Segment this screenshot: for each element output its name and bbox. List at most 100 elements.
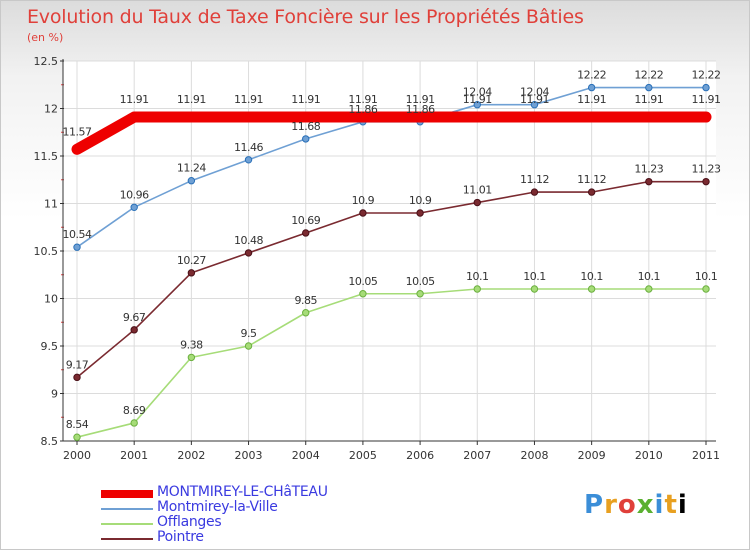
data-point-1	[73, 243, 81, 251]
data-point-1	[473, 101, 481, 109]
data-label-2: 8.69	[123, 404, 146, 417]
data-point-1	[645, 83, 653, 92]
data-point-3	[587, 188, 596, 196]
x-tick-label: 2009	[578, 449, 606, 462]
data-label-3: 11.12	[577, 173, 606, 186]
data-label-2: 10.1	[638, 270, 661, 283]
data-point-2	[530, 285, 539, 293]
data-label-2: 9.85	[294, 294, 317, 307]
x-tick-label: 2006	[406, 449, 434, 462]
data-point-3	[244, 249, 253, 257]
chart-title: Evolution du Taux de Taxe Foncière sur l…	[27, 6, 584, 28]
data-point-3	[130, 326, 138, 334]
data-label-1: 11.46	[234, 141, 263, 154]
data-label-1: 10.54	[63, 228, 92, 241]
data-label-2: 10.1	[523, 270, 546, 283]
x-tick-label: 2010	[635, 449, 663, 462]
data-label-0: 11.91	[348, 93, 377, 106]
x-tick-label: 2001	[120, 449, 148, 462]
x-tick-label: 2011	[692, 449, 720, 462]
legend-label: Pointre	[157, 529, 204, 545]
data-point-2	[244, 342, 253, 350]
data-point-3	[359, 209, 367, 217]
data-label-2: 9.38	[180, 338, 203, 351]
data-label-1: 11.86	[406, 103, 435, 116]
y-tick-label: 9	[51, 388, 58, 401]
data-point-3	[302, 229, 310, 237]
data-point-2	[359, 290, 367, 298]
data-label-1: 11.24	[177, 162, 206, 175]
data-point-3	[530, 188, 539, 196]
data-label-3: 10.9	[409, 194, 432, 207]
data-label-3: 9.67	[123, 311, 146, 324]
data-point-2	[587, 285, 596, 293]
data-point-2	[702, 285, 710, 293]
legend-swatch	[101, 523, 153, 525]
data-point-3	[187, 269, 196, 277]
data-point-2	[187, 353, 196, 362]
data-label-2: 10.1	[695, 270, 718, 283]
y-tick-label: 11.5	[34, 150, 59, 163]
data-label-3: 9.17	[66, 358, 89, 371]
data-point-1	[187, 177, 196, 185]
data-label-3: 10.9	[352, 194, 375, 207]
data-point-3	[473, 198, 481, 207]
data-label-3: 10.27	[177, 254, 206, 267]
data-label-1: 10.96	[120, 188, 149, 201]
data-label-0: 11.57	[63, 125, 92, 138]
data-label-0: 11.91	[120, 93, 149, 106]
data-label-0: 11.91	[634, 93, 663, 106]
data-label-1: 12.22	[577, 69, 606, 82]
data-label-1: 12.22	[692, 69, 721, 82]
x-tick-label: 2007	[463, 449, 491, 462]
data-label-1: 11.86	[348, 103, 377, 116]
y-tick-label: 12	[44, 103, 58, 116]
data-point-2	[302, 309, 310, 317]
data-point-2	[473, 285, 481, 293]
data-point-3	[73, 373, 81, 382]
data-label-3: 11.01	[463, 184, 492, 197]
data-label-2: 10.05	[348, 275, 377, 288]
data-label-3: 11.12	[520, 173, 549, 186]
series-line-3	[76, 180, 707, 379]
y-tick-label: 10	[44, 293, 58, 306]
data-point-2	[416, 290, 424, 298]
data-label-0: 11.91	[177, 93, 206, 106]
data-label-2: 10.1	[466, 270, 489, 283]
y-tick-label: 10.5	[34, 245, 59, 258]
x-tick-label: 2000	[63, 449, 91, 462]
x-tick-label: 2004	[292, 449, 320, 462]
x-tick-label: 2008	[520, 449, 548, 462]
x-tick-label: 2002	[177, 449, 205, 462]
y-tick-label: 8.5	[41, 435, 59, 448]
data-point-2	[130, 419, 138, 427]
series-line-2	[76, 288, 707, 439]
data-label-0: 11.91	[463, 93, 492, 106]
data-label-3: 10.69	[291, 214, 320, 227]
data-point-1	[587, 83, 596, 92]
data-label-1: 12.04	[463, 86, 492, 99]
data-point-1	[130, 203, 138, 212]
legend-label: MONTMIREY-LE-CHâTEAU	[157, 484, 328, 500]
data-point-2	[645, 285, 653, 293]
data-label-2: 9.5	[241, 327, 257, 340]
data-point-1	[530, 101, 539, 109]
legend-swatch	[101, 490, 153, 498]
legend-label: Offlanges	[157, 514, 222, 530]
x-tick-label: 2003	[235, 449, 263, 462]
data-label-1: 11.68	[291, 120, 320, 133]
data-label-0: 11.91	[520, 93, 549, 106]
data-label-0: 11.91	[291, 93, 320, 106]
y-tick-label: 12.5	[34, 55, 59, 68]
data-label-0: 11.91	[692, 93, 721, 106]
legend-swatch	[101, 538, 153, 540]
data-label-0: 11.91	[406, 93, 435, 106]
data-label-2: 10.05	[406, 275, 435, 288]
data-label-3: 11.23	[634, 163, 663, 176]
data-label-2: 8.54	[66, 418, 89, 431]
data-point-1	[244, 156, 253, 164]
proxiti-logo: Proxiti	[584, 490, 688, 520]
data-label-1: 12.22	[634, 69, 663, 82]
unit-label: (en %)	[27, 31, 64, 44]
